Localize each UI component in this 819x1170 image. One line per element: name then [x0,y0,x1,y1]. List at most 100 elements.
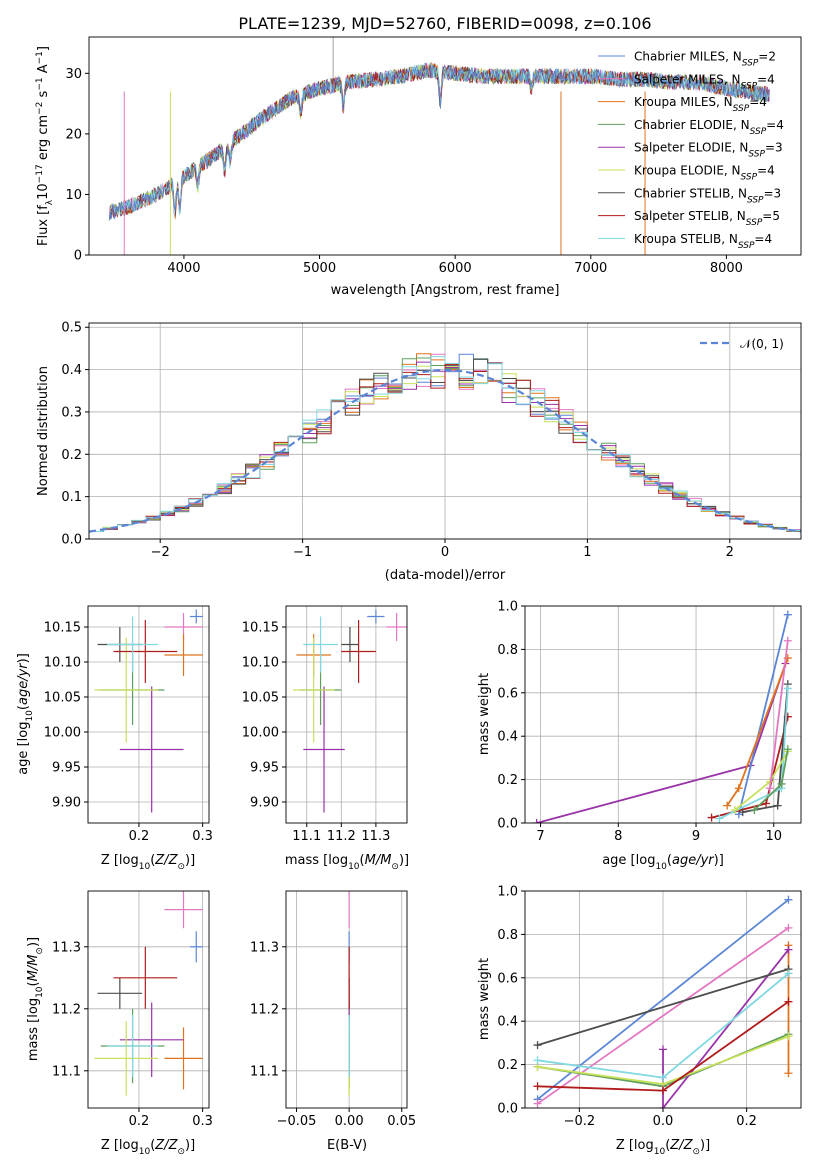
mass-vs-Z-xtick-label: 0.3 [192,1114,213,1129]
age-vs-mass-xlabel: mass [log10(M/M⊙)] [285,853,409,872]
legend-model: Kroupa MILES, N [634,95,733,109]
legend-model: Salpeter STELIB, N [634,209,746,223]
weight-Z-line [662,949,790,1108]
label-part: )] [700,1138,710,1153]
spectrum-xlabel: wavelength [Angstrom, rest frame] [331,283,560,298]
residuals-ytick-label: 0.2 [61,448,82,463]
weight-vs-Z-ytick-label: 0.8 [497,928,518,943]
spectrum-xtick-label: 8000 [710,261,743,276]
legend-entry: Chabrier ELODIE, NSSP=4 [634,118,784,137]
label-part: )] [26,937,41,947]
spectrum-xtick-label: 4000 [167,261,200,276]
spectrum-line [108,64,770,221]
age-vs-Z-ylabel: age [log10(age/yr)] [16,653,35,775]
weight-age-marker [715,814,724,823]
label-part: )] [185,853,195,868]
label-part: 10 [35,986,45,998]
legend-sub: SSP [750,127,767,137]
weight-Z-marker [659,1073,667,1082]
weight-vs-age-ylabel: mass weight [477,673,492,755]
age-vs-Z-ytick-label: 9.95 [52,761,81,776]
mass-vs-ebv-xlabel: E(B-V) [327,1138,367,1153]
weight-age-marker [777,779,786,788]
spectrum-xtick-label: 5000 [303,261,336,276]
label-part: Flux [f [36,205,51,246]
weight-age-marker [783,610,792,619]
weight-age-marker [738,808,747,817]
residuals-ytick-label: 0.4 [61,363,82,378]
weight-vs-Z-xlabel: Z [log10(Z/Z⊙)] [616,1138,710,1157]
label-part: mass [log [285,853,348,868]
weight-Z-marker [784,1032,793,1041]
legend-entry: Chabrier STELIB, NSSP=3 [634,186,781,205]
weight-vs-age-ytick-label: 0.0 [497,817,518,832]
residuals-xtick-label: 0 [441,545,449,560]
weight-vs-Z-ytick-label: 1.0 [497,885,518,900]
label-part: A [36,64,51,77]
legend-nssp: =4 [754,232,772,246]
legend-sub: SSP [733,104,750,114]
mass-vs-ebv-ytick-label: 11.2 [250,1002,279,1017]
label-part: −1 [35,77,45,90]
weight-age-marker [783,684,792,693]
age-vs-mass-ytick-label: 9.95 [250,761,279,776]
weight-age-marker [730,805,739,814]
label-part: age/yr [16,662,31,705]
weight-vs-Z-ytick-label: 0.6 [497,971,518,986]
weight-vs-Z-ytick-label: 0.0 [497,1102,518,1117]
age-vs-mass-plot-area [292,609,407,813]
legend-model: Kroupa STELIB, N [634,232,738,246]
label-part: Z [log [101,1138,139,1153]
mass-vs-ebv-ytick-label: 11.1 [250,1064,279,1079]
age-vs-Z-ytick-label: 10.10 [44,656,81,671]
weight-Z-marker [784,923,793,932]
label-part: −17 [35,164,45,183]
label-part: 10 [348,862,360,872]
label-part: ( [665,1138,670,1153]
label-part: −2 [35,102,45,115]
label-part: ⊙ [177,1147,185,1157]
legend-entry: Salpeter STELIB, NSSP=5 [634,209,780,228]
spectrum-ytick-label: 10 [65,188,82,203]
weight-age-marker [773,801,782,810]
legend-entry: Kroupa MILES, NSSP=4 [634,95,767,114]
label-part: 10 [139,862,151,872]
age-vs-mass-ytick-label: 10.00 [242,726,279,741]
legend-nssp: =3 [764,186,782,200]
legend-sub: SSP [738,241,755,251]
label-part: age [log [16,722,31,775]
age-vs-mass-xtick-label: 11.3 [361,829,390,844]
residuals-ytick-label: 0.1 [61,490,82,505]
weight-vs-age-ytick-label: 1.0 [497,600,518,615]
legend-nssp: =5 [762,209,780,223]
spectrum-ytick-label: 20 [65,127,82,142]
label-part: )] [16,653,31,663]
mass-vs-Z-ytick-label: 11.2 [52,1002,81,1017]
residuals-ytick-label: 0.0 [61,533,82,548]
label-part: 10 [139,1147,151,1157]
spectrum-xtick-label: 6000 [439,261,472,276]
label-part: ( [667,853,672,868]
legend-model: Chabrier MILES, N [634,50,742,64]
mass-vs-Z-frame [87,890,210,1109]
label-part: ( [150,853,155,868]
residuals-plot-area [89,353,801,533]
residuals-xtick-label: 2 [726,545,734,560]
weight-vs-Z-xtick-label: −0.2 [564,1114,596,1129]
residuals-ylabel: Normed distribution [36,366,51,496]
age-vs-Z-ytick-label: 10.00 [44,726,81,741]
weight-age-marker [532,819,541,823]
age-vs-Z-xtick-label: 0.3 [192,829,213,844]
label-part: mass [log [26,998,41,1061]
mass-vs-Z-ytick-label: 11.1 [52,1064,81,1079]
weight-Z-marker [533,1056,542,1065]
label-part: )] [185,1138,195,1153]
label-part: Z/Z [154,853,178,868]
mass-vs-Z-ytick-label: 11.3 [52,940,81,955]
legend-sub: SSP [742,59,759,69]
residuals-ytick-label: 0.3 [61,405,82,420]
age-vs-mass-ytick-label: 10.15 [242,621,279,636]
label-part: ⊙ [692,1147,700,1157]
spectrum-xtick-label: 7000 [574,261,607,276]
